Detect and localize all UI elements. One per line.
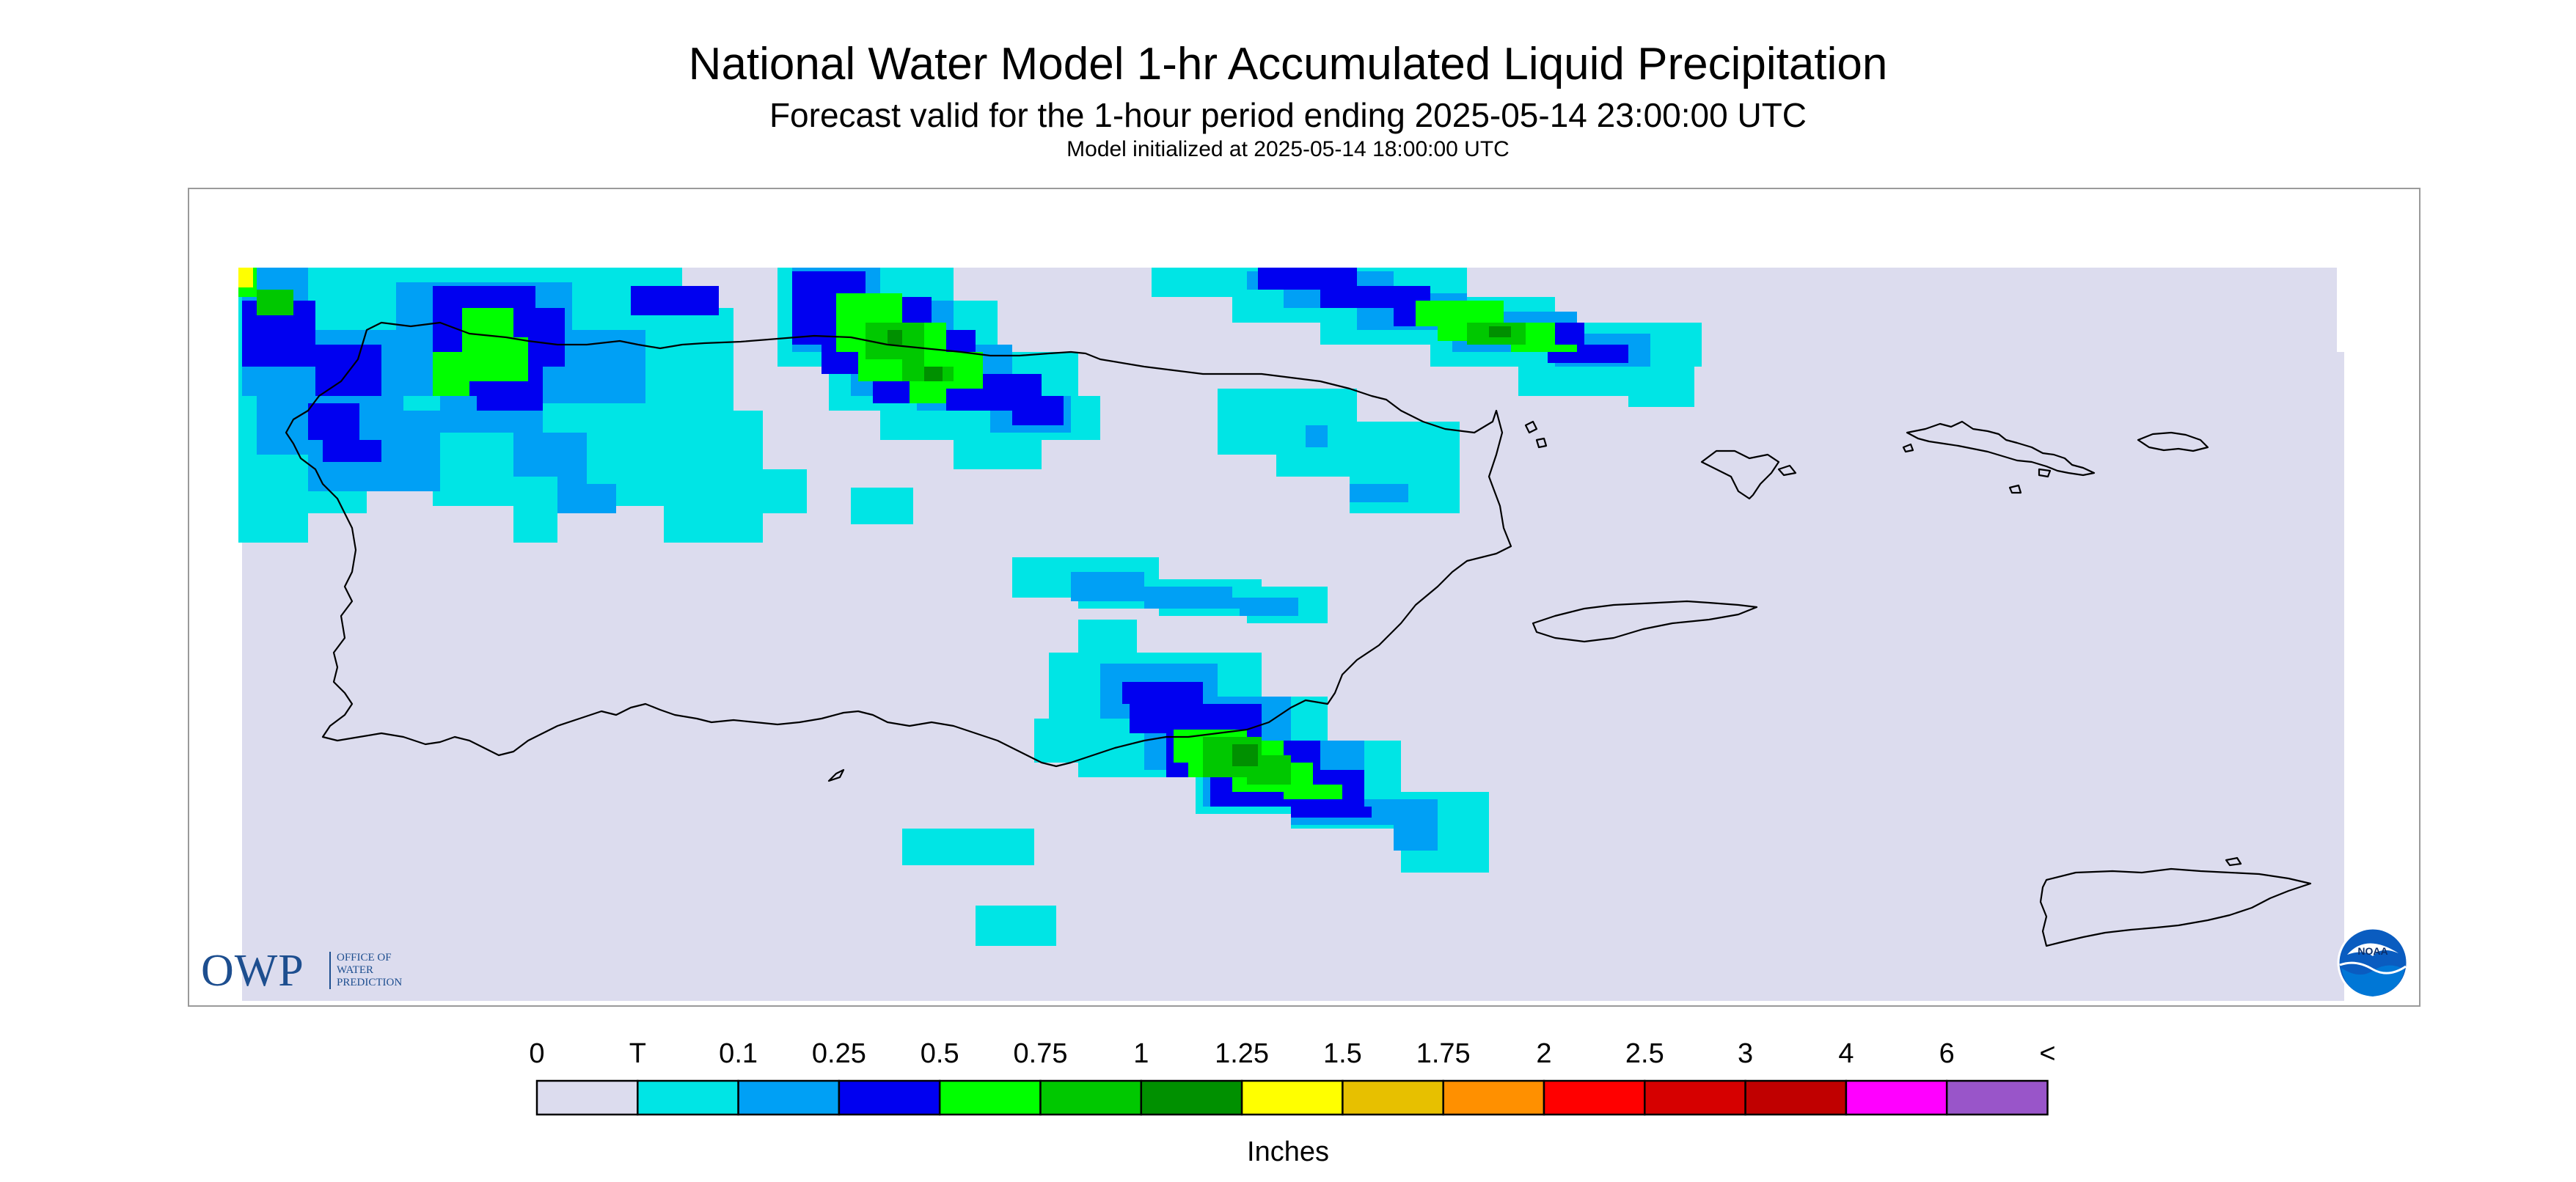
owp-line-2: WATER xyxy=(337,964,373,976)
legend-label: 0.75 xyxy=(1013,1038,1068,1069)
legend-swatch xyxy=(1140,1079,1243,1116)
legend-label: 1 xyxy=(1133,1038,1149,1069)
edge-white-right xyxy=(2337,268,2346,352)
legend-label: 1.5 xyxy=(1322,1038,1362,1069)
small-islet-south xyxy=(827,768,845,782)
owp-logo-text: OFFICE OF WATER PREDICTION xyxy=(329,952,402,989)
legend-swatch xyxy=(1039,1079,1143,1116)
bahamas-islands-outline-2 xyxy=(2137,431,2209,452)
legend-swatch xyxy=(1442,1079,1545,1116)
precip-color-legend xyxy=(535,1079,2049,1116)
turks-caicos-outline xyxy=(1700,449,1780,500)
islet-east-1 xyxy=(1777,464,1797,477)
legend-label: 0 xyxy=(529,1038,545,1069)
coastlines xyxy=(285,321,2312,947)
bahamas-islet-3 xyxy=(2008,484,2022,494)
legend-swatch xyxy=(637,1079,739,1116)
hispaniola-coastline xyxy=(285,321,1512,768)
legend-label: 2 xyxy=(1536,1038,1552,1069)
legend-swatch xyxy=(1543,1079,1646,1116)
bahamas-islands-outline xyxy=(1906,420,2096,477)
precip-cluster-northwest xyxy=(238,268,807,543)
legend-label: 3 xyxy=(1738,1038,1754,1069)
noaa-text: NOAA xyxy=(2357,945,2387,957)
owp-line-3: PREDICTION xyxy=(337,977,403,988)
precip-cluster-central-band xyxy=(1012,557,1328,623)
legend-swatch xyxy=(1945,1079,2049,1116)
legend-label: 0.25 xyxy=(811,1038,866,1069)
owp-logo-mark: OWP xyxy=(201,946,304,996)
legend-units: Inches xyxy=(1247,1137,1329,1167)
puerto-rico-coastline xyxy=(2039,867,2312,947)
legend-swatch xyxy=(1240,1079,1344,1116)
legend-swatch xyxy=(938,1079,1042,1116)
legend-swatch xyxy=(535,1079,639,1116)
precip-cluster-northeast xyxy=(1152,268,1702,407)
legend-label: T xyxy=(629,1038,646,1069)
map-subtitle: Forecast valid for the 1-hour period end… xyxy=(769,96,1807,134)
bahamas-islet-1 xyxy=(1902,443,1914,453)
precip-cluster-central-east xyxy=(1218,389,1460,513)
model-init-text: Model initialized at 2025-05-14 18:00:00… xyxy=(1066,137,1510,161)
pr-islet-1 xyxy=(2225,856,2242,867)
legend-label: 4 xyxy=(1838,1038,1854,1069)
noaa-logo: NOAA xyxy=(2337,927,2409,999)
map-title: National Water Model 1-hr Accumulated Li… xyxy=(688,39,1888,89)
legend-label: 1.25 xyxy=(1215,1038,1270,1069)
bahamas-islet-2 xyxy=(2038,468,2052,478)
gonave-island xyxy=(1532,600,1758,643)
legend-label: 0.1 xyxy=(719,1038,758,1069)
legend-label: < xyxy=(2039,1038,2056,1069)
legend-swatch xyxy=(737,1079,841,1116)
legend-swatch xyxy=(1845,1079,1948,1116)
islet-northeast-1 xyxy=(1524,420,1538,434)
islet-northeast-2 xyxy=(1535,437,1548,449)
precip-cluster-south-central xyxy=(902,620,1489,946)
legend-label: 2.5 xyxy=(1625,1038,1664,1069)
legend-swatch xyxy=(1644,1079,1746,1116)
edge-white-bottom xyxy=(796,994,1779,1001)
owp-logo: OWP OFFICE OF WATER PREDICTION xyxy=(201,946,450,996)
owp-line-1: OFFICE OF xyxy=(337,952,392,963)
map-margin-white xyxy=(189,189,2419,268)
legend-label: 6 xyxy=(1939,1038,1955,1069)
legend-swatch xyxy=(1342,1079,1444,1116)
legend-label: 0.5 xyxy=(920,1038,959,1069)
legend-swatch xyxy=(1744,1079,1848,1116)
legend-swatch xyxy=(838,1079,941,1116)
legend-label: 1.75 xyxy=(1416,1038,1471,1069)
